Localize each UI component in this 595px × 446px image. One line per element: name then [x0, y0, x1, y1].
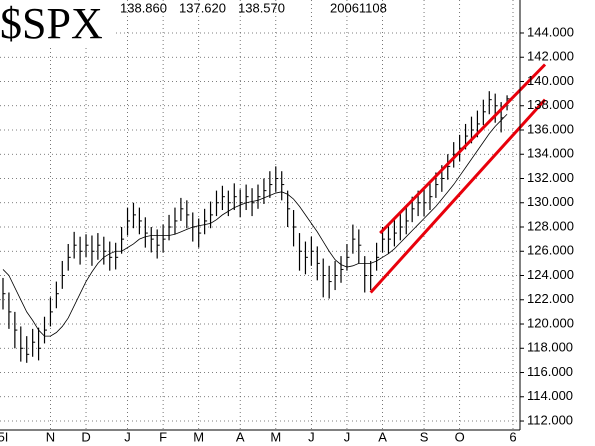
y-tick-label: 124.000 [527, 267, 574, 282]
x-tick-label: J [124, 429, 131, 444]
y-tick-label: 116.000 [527, 364, 573, 379]
trend-line [369, 98, 547, 294]
y-tick-label: 122.000 [527, 291, 574, 306]
x-tick-label: O [455, 429, 465, 444]
y-tick-label: 132.000 [527, 170, 574, 185]
y-tick-label: 134.000 [527, 146, 574, 161]
x-tick-label: M [193, 429, 204, 444]
x-tick-label: D [81, 429, 90, 444]
quote-date: 20061108 [330, 0, 387, 15]
y-tick-label: 128.000 [527, 218, 574, 233]
y-tick-label: 114.000 [527, 388, 573, 403]
plot [2, 63, 547, 363]
y-tick-label: 112.000 [527, 412, 573, 427]
y-tick-label: 138.000 [527, 97, 574, 112]
quote-value: 137.620 [179, 0, 226, 15]
trend-line [379, 63, 547, 235]
y-tick-label: 126.000 [527, 243, 574, 258]
y-tick-label: 144.000 [527, 24, 574, 39]
x-tick-label: J [344, 429, 351, 444]
chart-title: $SPX [0, 0, 103, 48]
grid [0, 0, 520, 430]
quote-value: 138.570 [238, 0, 285, 15]
y-tick-label: 120.000 [527, 315, 574, 330]
moving-average [2, 113, 508, 337]
x-tick-label: 6 [509, 429, 516, 444]
x-tick-label: A [378, 429, 387, 444]
quote-value: 138.860 [120, 0, 167, 15]
title-backdrop [0, 0, 116, 48]
x-tick-label: 5I [0, 429, 8, 444]
y-tick-label: 142.000 [527, 49, 574, 64]
x-tick-label: N [46, 429, 55, 444]
x-tick-label: F [159, 429, 167, 444]
y-tick-label: 140.000 [527, 73, 574, 88]
y-tick-label: 118.000 [527, 340, 573, 355]
y-tick-label: 136.000 [527, 121, 574, 136]
x-tick-label: J [308, 429, 315, 444]
x-tick-label: A [236, 429, 245, 444]
x-tick-label: M [270, 429, 281, 444]
x-tick-label: S [420, 429, 429, 444]
y-tick-label: 130.000 [527, 194, 574, 209]
